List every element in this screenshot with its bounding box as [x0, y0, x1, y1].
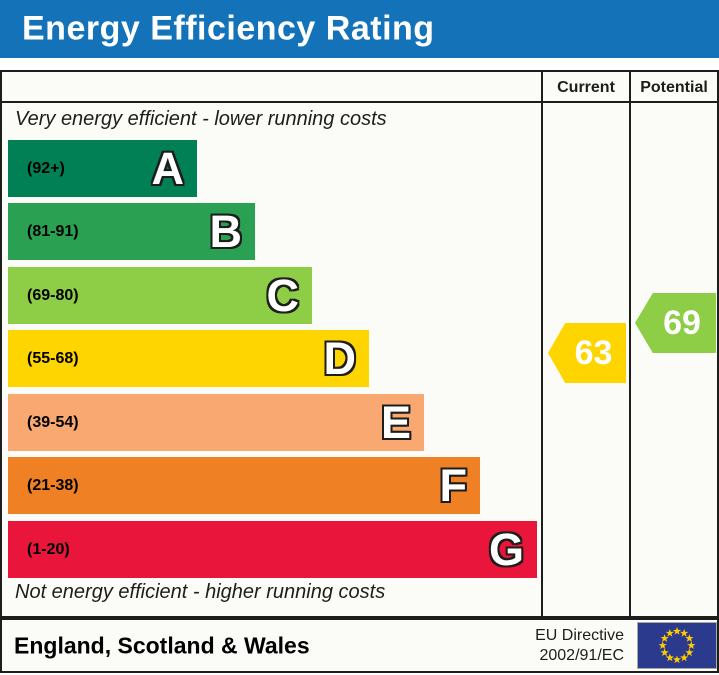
- bottom-caption: Not energy efficient - higher running co…: [15, 581, 386, 603]
- band-a: (92+) A: [8, 140, 197, 197]
- band-a-letter: A: [151, 143, 185, 194]
- eu-flag-icon: [637, 622, 717, 669]
- band-g-letter: G: [488, 524, 524, 575]
- column-header-row: [2, 72, 717, 103]
- current-column-divider: [541, 72, 543, 616]
- band-a-range: (92+): [27, 159, 65, 177]
- band-f-range: (21-38): [27, 476, 79, 494]
- band-g: (1-20) G: [8, 521, 537, 578]
- current-rating-arrow: 63: [548, 323, 626, 383]
- band-e-letter: E: [380, 397, 411, 448]
- eu-directive-line1: EU Directive: [535, 627, 624, 644]
- band-f-letter: F: [439, 460, 468, 511]
- potential-column-header: Potential: [640, 79, 708, 96]
- current-rating-value: 63: [574, 333, 613, 372]
- potential-rating-value: 69: [663, 303, 701, 342]
- band-g-range: (1-20): [27, 540, 70, 558]
- band-d-range: (55-68): [27, 349, 79, 367]
- eu-directive-line2: 2002/91/EC: [539, 647, 624, 664]
- potential-column-divider: [629, 72, 631, 616]
- band-e-range: (39-54): [27, 413, 79, 431]
- band-e: (39-54) E: [8, 394, 424, 451]
- band-c: (69-80) C: [8, 267, 312, 324]
- band-b-range: (81-91): [27, 222, 79, 240]
- band-b-letter: B: [209, 206, 243, 257]
- title-bar: Energy Efficiency Rating: [0, 0, 719, 58]
- potential-rating-arrow: 69: [635, 293, 716, 353]
- footer: England, Scotland & Wales EU Directive 2…: [0, 618, 719, 673]
- band-d-letter: D: [323, 333, 357, 384]
- top-caption: Very energy efficient - lower running co…: [15, 108, 387, 130]
- current-column-header: Current: [557, 79, 615, 96]
- band-d: (55-68) D: [8, 330, 369, 387]
- band-b: (81-91) B: [8, 203, 255, 260]
- eu-directive-label: EU Directive 2002/91/EC: [535, 626, 624, 666]
- band-c-range: (69-80): [27, 286, 79, 304]
- band-f: (21-38) F: [8, 457, 480, 514]
- page-title: Energy Efficiency Rating: [22, 9, 435, 48]
- region-label: England, Scotland & Wales: [14, 632, 310, 658]
- band-c-letter: C: [266, 270, 300, 321]
